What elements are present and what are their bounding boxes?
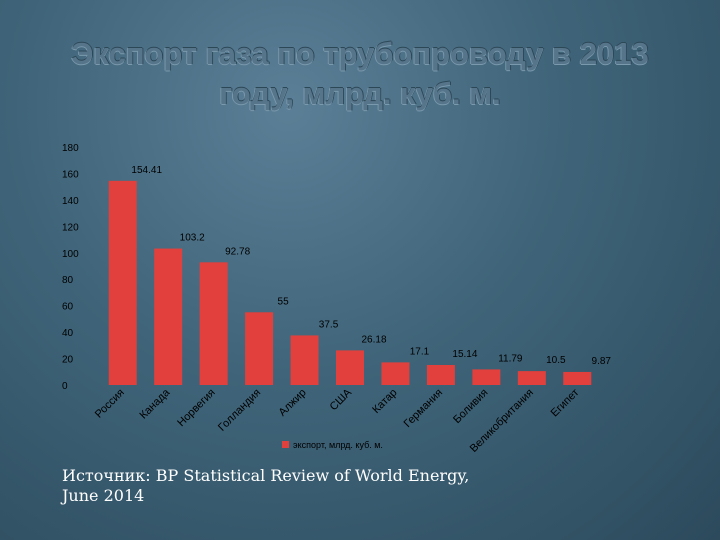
category-label-3: Голландия [216,387,263,434]
bar-1 [154,248,183,385]
category-label-0: Россия [93,387,127,421]
y-tick-label-4: 80 [62,275,74,286]
bar-4 [290,335,319,385]
data-label-5: 26.18 [361,334,386,345]
data-label-6: 17.1 [410,346,430,357]
data-label-1: 103.2 [180,233,205,244]
y-tick-label-7: 140 [62,196,79,207]
y-tick-label-2: 40 [62,328,74,339]
y-tick-label-8: 160 [62,169,79,180]
category-label-1: Канада [137,386,172,421]
y-tick-label-3: 60 [62,302,74,313]
category-label-8: Боливия [451,387,490,426]
bar-10 [563,371,592,385]
source-note: Источник: BP Statistical Review of World… [62,466,582,506]
category-label-2: Норвегия [175,387,218,430]
source-line-1: Источник: BP Statistical Review of World… [62,466,470,485]
data-label-8: 11.79 [498,353,523,364]
category-label-10: Египет [549,387,582,420]
bar-6 [381,362,410,385]
bar-5 [336,350,364,385]
bar-9 [517,371,546,385]
bar-0 [108,180,137,385]
data-label-2: 92.78 [225,246,250,257]
data-label-3: 55 [278,296,290,307]
y-tick-label-6: 120 [62,222,79,233]
bar-3 [245,312,274,385]
data-label-10: 9.87 [592,356,612,367]
category-label-4: Алжир [277,387,309,419]
y-tick-label-9: 180 [62,143,79,154]
source-line-2: June 2014 [62,486,145,505]
bar-7 [426,364,455,385]
data-label-9: 10.5 [546,355,566,366]
y-tick-label-1: 20 [62,355,74,366]
y-tick-label-0: 0 [62,381,68,392]
bar-2 [199,262,228,385]
chart-title-line-1: Экспорт газа по трубопроводу в 2013 [71,36,649,71]
legend-swatch [282,441,289,448]
data-label-7: 15.14 [452,349,477,360]
data-label-4: 37.5 [319,319,339,330]
data-label-0: 154.41 [131,165,162,176]
legend-label: экспорт, млрд. куб. м. [293,440,383,450]
category-label-6: Катар [370,387,399,416]
chart-title-line-2: году, млрд. куб. м. [219,76,501,111]
bar-8 [472,369,501,385]
category-label-5: США [328,386,355,413]
category-label-7: Германия [402,387,445,430]
y-tick-label-5: 100 [62,249,79,260]
chart-title: Экспорт газа по трубопроводу в 2013 году… [0,34,720,114]
